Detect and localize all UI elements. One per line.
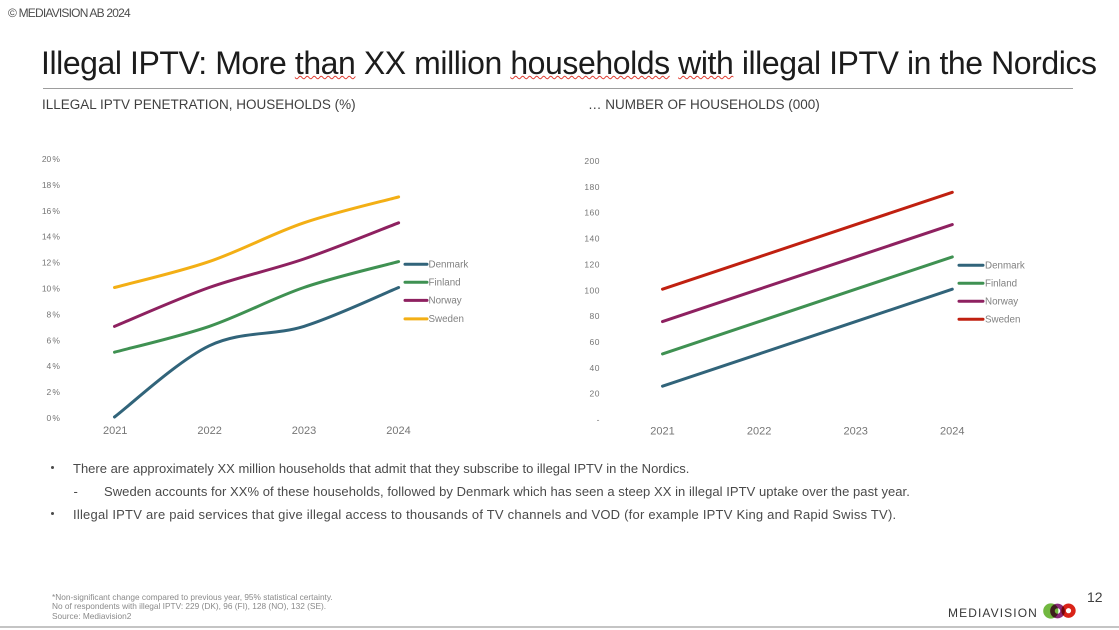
svg-text:10 %: 10 % [42, 284, 61, 294]
svg-text:2 %: 2 % [47, 387, 61, 397]
svg-text:Denmark: Denmark [985, 261, 1025, 272]
svg-text:8 %: 8 % [47, 309, 61, 319]
svg-text:200: 200 [584, 156, 600, 166]
svg-text:100: 100 [584, 285, 600, 295]
svg-text:20: 20 [590, 389, 600, 399]
svg-text:Norway: Norway [985, 297, 1018, 308]
svg-text:14 %: 14 % [42, 232, 61, 242]
svg-text:Finland: Finland [985, 279, 1017, 290]
svg-text:4 %: 4 % [47, 361, 61, 371]
svg-text:20 %: 20 % [42, 154, 61, 164]
svg-text:80: 80 [590, 311, 600, 321]
svg-text:-: - [597, 415, 600, 425]
svg-text:2024: 2024 [386, 425, 410, 437]
svg-text:2024: 2024 [940, 425, 964, 437]
svg-text:2022: 2022 [197, 425, 221, 437]
svg-text:Finland: Finland [429, 278, 461, 289]
svg-text:2023: 2023 [843, 425, 867, 437]
svg-text:Sweden: Sweden [429, 314, 464, 325]
svg-text:40: 40 [590, 363, 600, 373]
svg-text:0 %: 0 % [47, 413, 61, 423]
svg-text:18 %: 18 % [42, 180, 61, 190]
svg-text:160: 160 [584, 208, 600, 218]
svg-text:2023: 2023 [292, 425, 316, 437]
svg-text:180: 180 [584, 182, 600, 192]
svg-text:60: 60 [590, 337, 600, 347]
svg-text:Denmark: Denmark [429, 260, 469, 271]
svg-text:2022: 2022 [747, 425, 771, 437]
svg-text:2021: 2021 [650, 425, 674, 437]
svg-text:140: 140 [584, 234, 600, 244]
svg-text:Sweden: Sweden [985, 315, 1020, 326]
svg-text:6 %: 6 % [47, 335, 61, 345]
svg-text:Norway: Norway [429, 296, 462, 307]
svg-text:2021: 2021 [103, 425, 127, 437]
svg-text:120: 120 [584, 259, 600, 269]
svg-text:16 %: 16 % [42, 206, 61, 216]
svg-text:12 %: 12 % [42, 258, 61, 268]
